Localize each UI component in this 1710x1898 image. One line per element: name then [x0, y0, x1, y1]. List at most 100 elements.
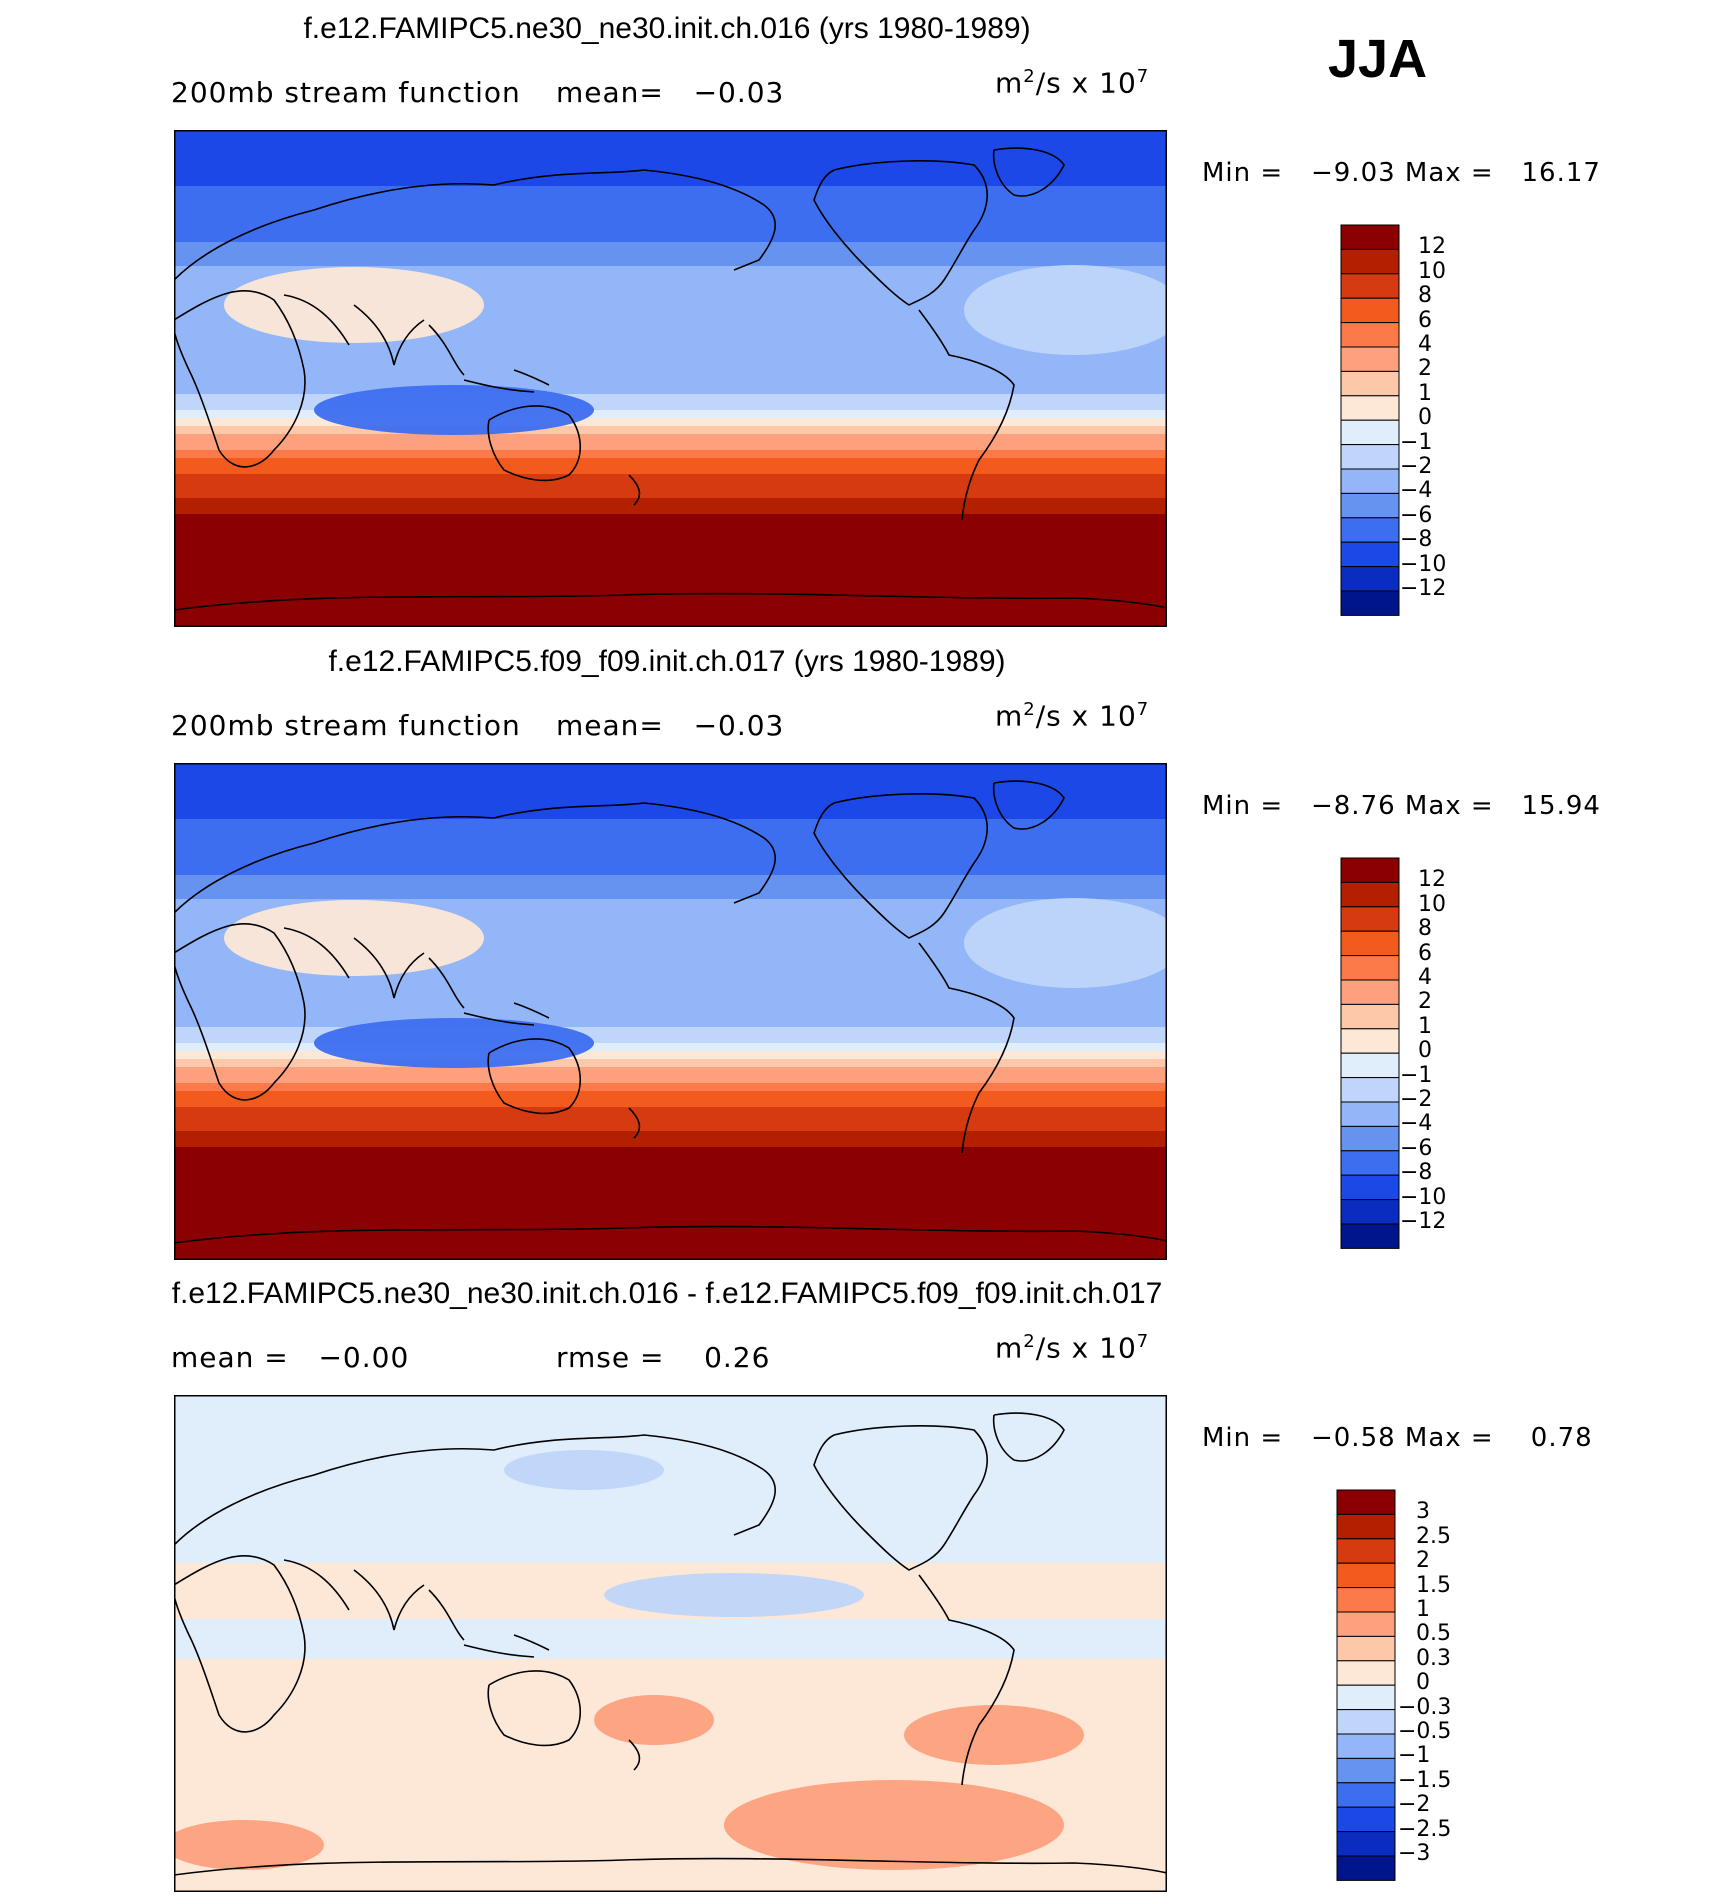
colorbar-tick-label: 12	[1418, 234, 1446, 260]
coastline	[918, 309, 1015, 521]
heatmap-band	[174, 546, 1167, 555]
season-label: JJA	[1328, 29, 1428, 89]
colorbar-tick-label: 8	[1418, 916, 1432, 942]
colorbar-swatch	[1340, 370, 1400, 397]
heatmap-anomaly	[174, 1820, 324, 1870]
heatmap-band	[174, 1235, 1167, 1244]
colorbar-tick-label: 0.3	[1416, 1645, 1451, 1671]
heatmap-band	[174, 1219, 1167, 1228]
heatmap-band	[174, 803, 1167, 812]
colorbar-labels: 12 10 8 6 4 2 1 0 −1 −2 −4 −6 −8 −10 −12	[1400, 857, 1488, 1247]
heatmap-band	[174, 923, 1167, 932]
colorbar-tick-label: 2.5	[1416, 1523, 1451, 1549]
heatmap-band	[174, 979, 1167, 988]
heatmap-band	[174, 811, 1167, 820]
heatmap-band	[174, 274, 1167, 283]
heatmap-band	[174, 386, 1167, 395]
map-frame	[174, 1395, 1167, 1892]
panel-units: m2/s x 107	[995, 66, 1150, 100]
heatmap-anomaly	[904, 1705, 1084, 1765]
panel-title: f.e12.FAMIPC5.f09_f09.init.ch.017 (yrs 1…	[328, 645, 1006, 678]
heatmap-band	[174, 290, 1167, 299]
heatmap-band	[174, 939, 1167, 948]
heatmap-band	[174, 466, 1167, 475]
heatmap-band	[174, 1771, 1167, 1780]
heatmap-band	[174, 1619, 1167, 1628]
heatmap-band	[174, 1171, 1167, 1180]
coastline	[174, 923, 306, 1101]
heatmap-band	[174, 955, 1167, 964]
heatmap-band	[174, 330, 1167, 339]
colorbar-swatch	[1336, 1757, 1396, 1784]
colorbar-swatch	[1340, 322, 1400, 348]
colorbar-swatch	[1336, 1684, 1396, 1711]
heatmap-band	[174, 1835, 1167, 1844]
colorbar-swatch	[1340, 517, 1400, 543]
panel-minmax: Min = −8.76 Max = 15.94	[1202, 791, 1601, 821]
colorbar-swatch	[1336, 1660, 1396, 1686]
heatmap-band	[174, 1659, 1167, 1668]
heatmap-band	[174, 883, 1167, 892]
colorbar-tick-label: −3	[1398, 1841, 1431, 1866]
heatmap-band	[174, 1651, 1167, 1660]
coastline	[283, 294, 425, 366]
heatmap-band	[174, 1539, 1167, 1548]
heatmap-band	[174, 931, 1167, 940]
heatmap-anomaly	[604, 1573, 864, 1617]
heatmap-band	[174, 394, 1167, 403]
heatmap-band	[174, 1547, 1167, 1556]
colorbar-labels: 12 10 8 6 4 2 1 0 −1 −2 −4 −6 −8 −10 −12	[1400, 224, 1488, 614]
colorbar-swatch	[1340, 881, 1400, 908]
heatmap-band	[174, 1251, 1167, 1260]
heatmap-band	[174, 1683, 1167, 1692]
colorbar-tick-label: 4	[1418, 965, 1432, 990]
heatmap-band	[174, 242, 1167, 251]
heatmap-band	[174, 530, 1167, 539]
heatmap-band	[174, 1115, 1167, 1124]
heatmap-band	[174, 1451, 1167, 1460]
heatmap-band	[174, 1531, 1167, 1540]
heatmap-band	[174, 250, 1167, 259]
colorbar-swatch	[1336, 1831, 1396, 1857]
heatmap-band	[174, 1859, 1167, 1868]
heatmap-band	[174, 1467, 1167, 1476]
colorbar-swatch	[1336, 1611, 1396, 1637]
colorbar-swatch	[1340, 979, 1400, 1005]
heatmap-anomaly	[314, 385, 594, 435]
colorbar-tick-label: 0	[1418, 405, 1432, 431]
colorbar-tick-label: −2	[1398, 1792, 1431, 1818]
colorbar-tick-label: 0	[1416, 1670, 1430, 1696]
colorbar-labels: 3 2.5 2 1.5 1 0.5 0.3 0 −0.3 −0.5 −1 −1.5 −2 −2.5 −3	[1398, 1489, 1486, 1879]
heatmap-band	[174, 586, 1167, 595]
heatmap-band	[174, 1843, 1167, 1852]
colorbar-tick-label: −8	[1400, 527, 1433, 553]
colorbar-tick-label: 2	[1416, 1548, 1430, 1574]
heatmap-anomaly	[964, 265, 1167, 355]
heatmap-band	[174, 1035, 1167, 1044]
heatmap-band	[174, 907, 1167, 916]
heatmap-anomaly	[314, 1018, 594, 1068]
colorbar-swatch	[1340, 492, 1400, 519]
heatmap-band	[174, 362, 1167, 371]
heatmap-band	[174, 1155, 1167, 1164]
colorbar-swatch	[1340, 1174, 1400, 1201]
heatmap-band	[174, 1083, 1167, 1092]
colorbar-swatch	[1340, 468, 1400, 494]
coastline	[992, 780, 1065, 830]
heatmap-band	[174, 578, 1167, 587]
coastline	[174, 802, 776, 914]
colorbar-tick-label: −10	[1400, 1184, 1447, 1210]
heatmap-band	[174, 1227, 1167, 1236]
heatmap-band	[174, 1475, 1167, 1484]
heatmap-band	[174, 1867, 1167, 1876]
colorbar-swatch	[1336, 1635, 1396, 1662]
colorbar-tick-label: 10	[1418, 891, 1446, 917]
panel-title: f.e12.FAMIPC5.ne30_ne30.init.ch.016 (yrs…	[303, 12, 1031, 45]
colorbar-swatch	[1340, 955, 1400, 981]
heatmap-band	[174, 194, 1167, 203]
colorbar-tick-label: 2	[1418, 356, 1432, 382]
heatmap-band	[174, 1779, 1167, 1788]
heatmap-band	[174, 891, 1167, 900]
colorbar-tick-label: 10	[1418, 258, 1446, 284]
heatmap-band	[174, 202, 1167, 211]
